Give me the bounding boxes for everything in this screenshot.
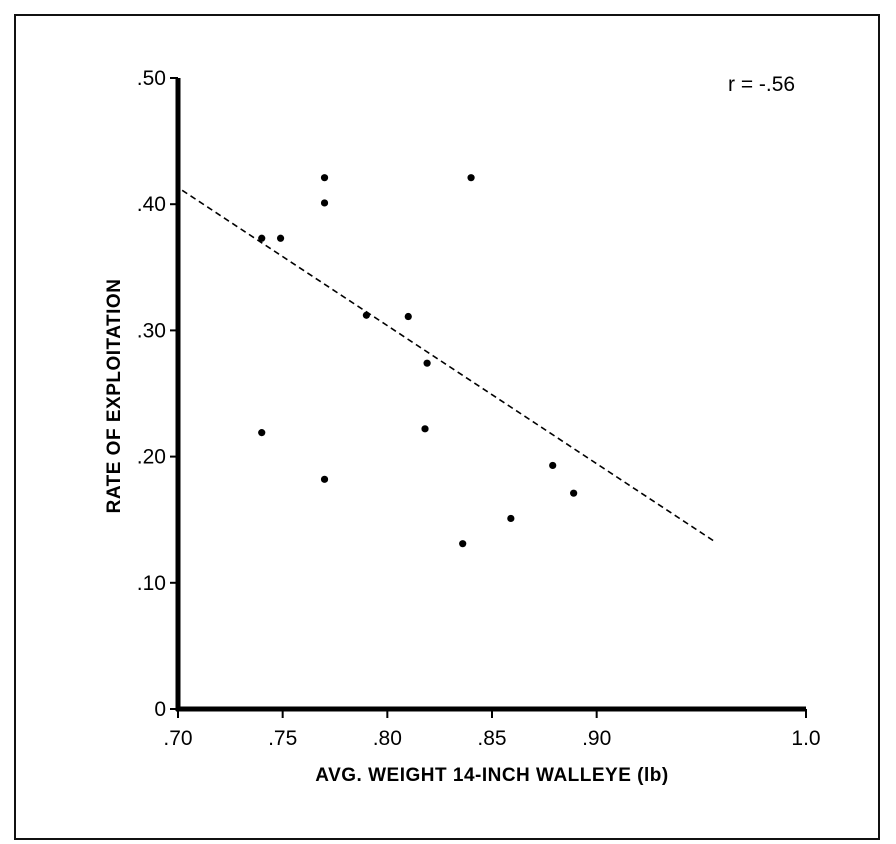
data-point — [459, 540, 467, 548]
y-tick-label: .20 — [137, 446, 166, 469]
x-tick-label: .90 — [582, 727, 611, 750]
data-point — [320, 475, 329, 483]
data-point — [507, 514, 515, 523]
data-point — [362, 311, 370, 319]
y-tick-label: .30 — [137, 319, 166, 342]
x-tick-label: 1.0 — [791, 727, 820, 750]
x-tick-label: .80 — [373, 727, 402, 750]
chart-marks: 0 .10 .20 .30 .40 .50 .70 .75 .80 .85 .90 1.0 — [137, 67, 821, 750]
x-axis-title: AVG. WEIGHT 14-INCH WALLEYE (lb) — [315, 765, 668, 786]
y-tick-label: .50 — [137, 67, 166, 90]
y-axis-title: RATE OF EXPLOITATION — [104, 279, 125, 514]
data-point — [258, 234, 266, 242]
data-point — [423, 359, 431, 367]
correlation-annotation: r = -.56 — [728, 73, 795, 96]
data-point — [570, 489, 578, 497]
regression-trendline — [181, 189, 717, 544]
data-point — [421, 425, 429, 433]
x-tick-label: .75 — [268, 727, 297, 750]
data-point — [404, 312, 412, 321]
data-point — [320, 199, 329, 207]
data-point — [549, 461, 557, 470]
y-tick-label: 0 — [154, 698, 166, 721]
data-point — [467, 174, 475, 182]
figure-frame — [14, 14, 880, 840]
y-tick-label: .40 — [137, 193, 166, 216]
data-point — [258, 429, 266, 437]
data-point — [276, 234, 285, 242]
y-tick-label: .10 — [137, 572, 166, 595]
x-tick-label: .85 — [477, 727, 506, 750]
data-point — [320, 174, 329, 182]
x-tick-label: .70 — [163, 727, 192, 750]
